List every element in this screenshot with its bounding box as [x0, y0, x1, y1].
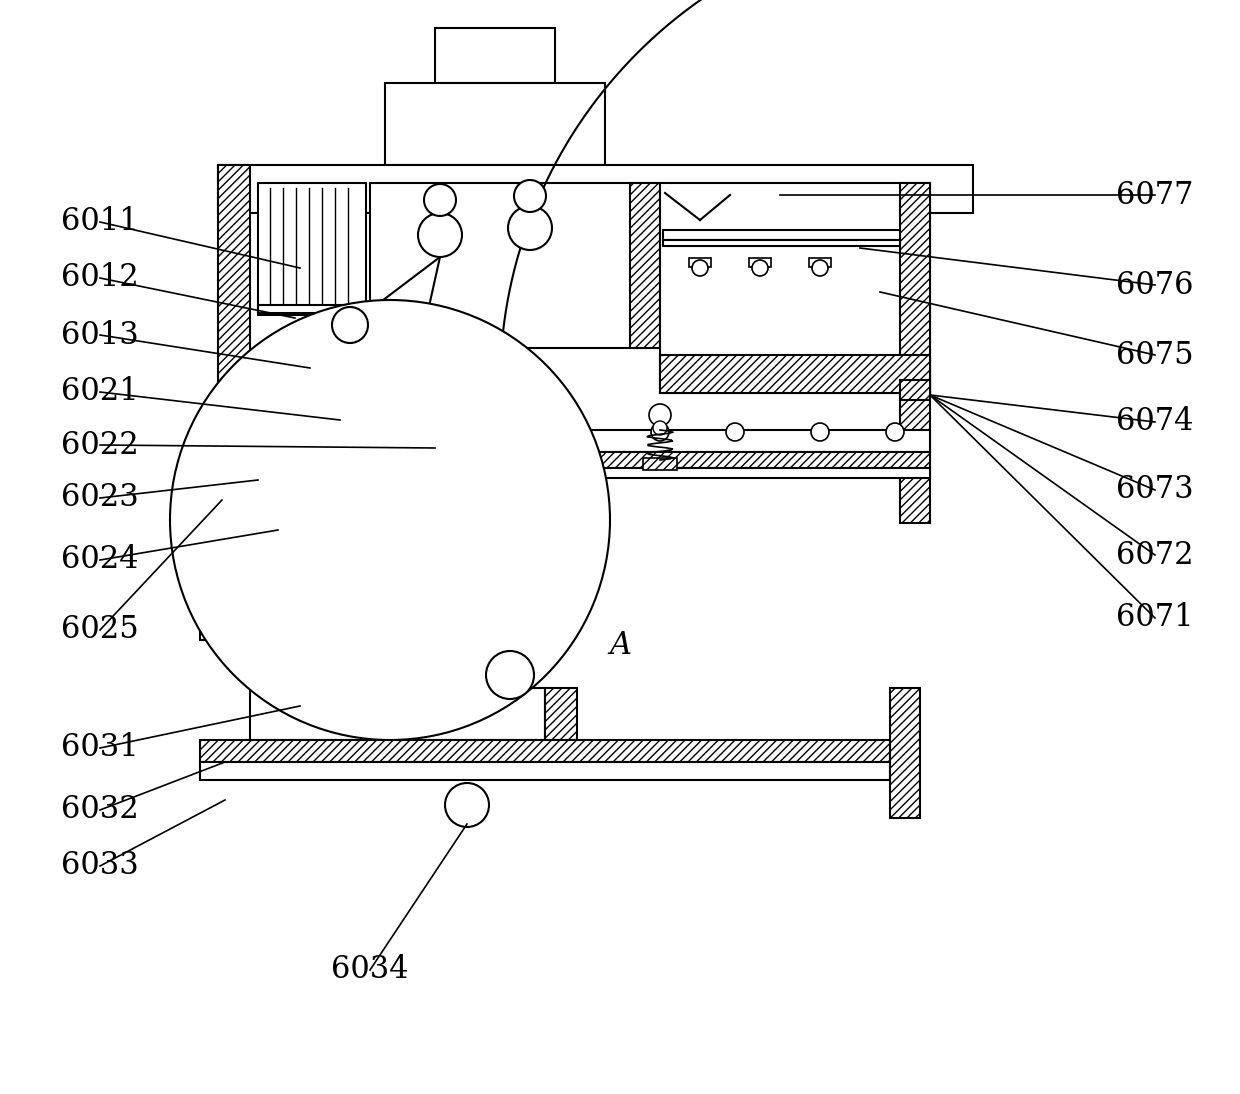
Circle shape: [812, 260, 828, 276]
Bar: [418, 458, 453, 470]
Text: 6072: 6072: [1116, 539, 1194, 570]
Bar: [660, 354, 930, 393]
Circle shape: [170, 300, 610, 740]
Bar: [250, 490, 410, 665]
Bar: [218, 452, 930, 468]
Bar: [218, 165, 250, 605]
Text: 6022: 6022: [61, 430, 139, 461]
Circle shape: [811, 423, 830, 441]
Circle shape: [428, 421, 441, 435]
Text: 6024: 6024: [61, 545, 139, 575]
Circle shape: [331, 423, 348, 441]
Text: 6073: 6073: [1116, 475, 1194, 505]
Circle shape: [725, 423, 744, 441]
Circle shape: [486, 651, 534, 699]
Circle shape: [418, 213, 463, 257]
Text: 6077: 6077: [1116, 179, 1194, 210]
Text: 6025: 6025: [61, 615, 139, 645]
Text: 6023: 6023: [61, 482, 139, 513]
Bar: [689, 258, 711, 267]
Bar: [900, 183, 930, 523]
Text: 6034: 6034: [331, 954, 409, 986]
Bar: [644, 458, 677, 470]
Bar: [258, 305, 366, 313]
Circle shape: [515, 181, 546, 212]
Bar: [435, 28, 556, 83]
Circle shape: [424, 184, 456, 216]
Text: 6076: 6076: [1116, 269, 1194, 301]
Text: 6033: 6033: [61, 850, 139, 882]
Circle shape: [332, 307, 368, 344]
Bar: [218, 463, 246, 481]
Bar: [250, 688, 546, 740]
Circle shape: [653, 421, 667, 435]
Text: 6011: 6011: [61, 207, 139, 237]
Bar: [384, 83, 605, 165]
Text: 6012: 6012: [61, 263, 139, 293]
Bar: [808, 258, 831, 267]
Bar: [546, 688, 577, 740]
Bar: [663, 230, 900, 240]
Circle shape: [887, 423, 904, 441]
Circle shape: [541, 421, 556, 435]
Text: 6031: 6031: [61, 733, 139, 764]
Text: 6021: 6021: [61, 376, 139, 407]
Bar: [531, 458, 565, 470]
Circle shape: [424, 404, 446, 426]
Circle shape: [692, 260, 708, 276]
Bar: [630, 183, 660, 348]
Text: 6075: 6075: [1116, 339, 1194, 371]
Circle shape: [570, 423, 589, 441]
Bar: [660, 183, 930, 393]
Bar: [663, 240, 900, 246]
Bar: [200, 740, 890, 763]
Bar: [218, 165, 973, 213]
Circle shape: [409, 423, 427, 441]
Bar: [749, 258, 771, 267]
Text: 6071: 6071: [1116, 603, 1194, 633]
Bar: [200, 440, 219, 640]
Bar: [890, 688, 920, 818]
Bar: [258, 183, 366, 315]
Text: A: A: [609, 629, 631, 661]
Text: 6013: 6013: [61, 319, 139, 350]
Circle shape: [651, 423, 670, 441]
Circle shape: [508, 206, 552, 251]
Bar: [370, 183, 655, 348]
Circle shape: [486, 423, 503, 441]
Bar: [218, 430, 930, 452]
Text: 6032: 6032: [61, 794, 139, 826]
Bar: [200, 763, 890, 780]
Circle shape: [751, 260, 768, 276]
Text: 6074: 6074: [1116, 407, 1194, 438]
Circle shape: [537, 404, 559, 426]
Bar: [218, 468, 930, 478]
Circle shape: [649, 404, 671, 426]
Circle shape: [445, 783, 489, 827]
Bar: [900, 380, 930, 400]
Bar: [546, 465, 577, 620]
